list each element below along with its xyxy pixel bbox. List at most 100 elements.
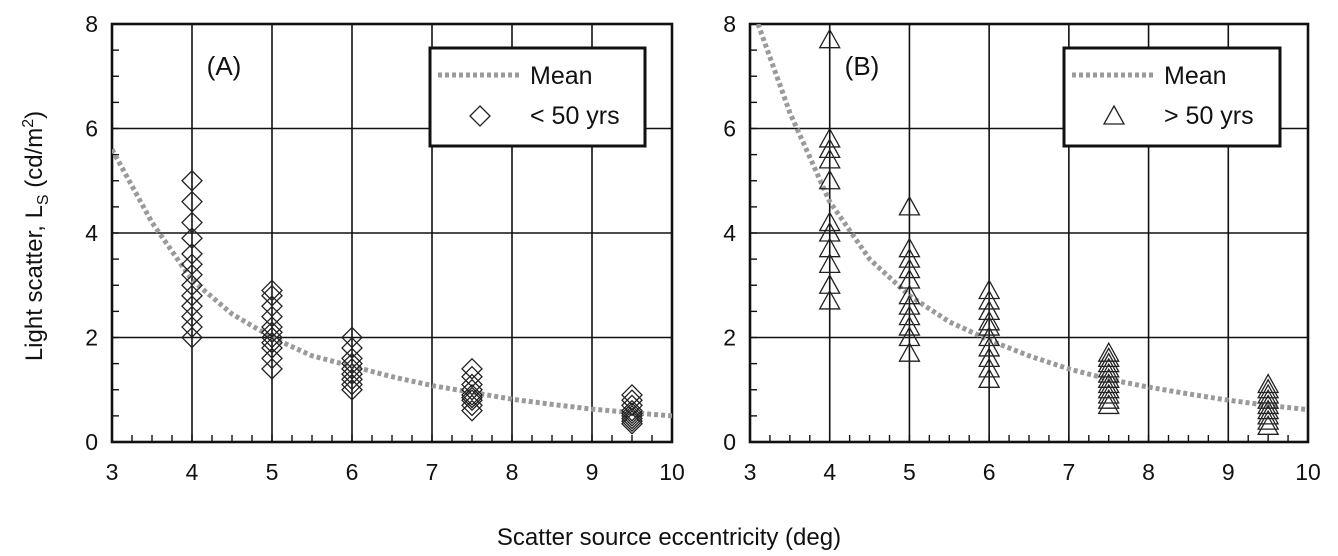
y-tick-label: 0: [723, 429, 736, 455]
x-tick-label: 5: [266, 459, 279, 485]
x-axis-title: Scatter source eccentricity (deg): [497, 524, 841, 551]
data-point-diamond: [181, 211, 203, 234]
data-point-triangle: [1097, 367, 1120, 388]
y-tick-label: 8: [85, 11, 98, 37]
data-point-triangle: [818, 289, 841, 310]
y-tick-label: 4: [85, 220, 98, 246]
data-point-triangle: [898, 305, 921, 326]
data-point-triangle: [978, 347, 1001, 368]
y-axis-title-unit: (cd/m: [21, 128, 48, 195]
legend-box: [428, 46, 647, 148]
data-point-triangle: [1257, 399, 1280, 420]
panel-label: (B): [845, 51, 880, 81]
y-tick-label: 2: [85, 325, 98, 351]
mean-curve: [755, 24, 1308, 413]
data-point-diamond: [261, 347, 283, 370]
data-point-diamond: [261, 279, 283, 302]
y-axis-title-subscript: S: [35, 194, 52, 205]
data-point-triangle: [898, 284, 921, 305]
data-point-triangle: [1097, 394, 1120, 415]
data-point-diamond: [461, 399, 483, 422]
data-point-diamond: [181, 227, 203, 250]
x-tick-label: 10: [1295, 459, 1321, 485]
x-tick-label: 9: [1222, 459, 1235, 485]
data-point-diamond: [341, 368, 363, 391]
data-point-triangle: [978, 315, 1001, 336]
data-point-triangle: [898, 237, 921, 258]
x-tick-label: 7: [1062, 459, 1075, 485]
data-point-triangle: [898, 315, 921, 336]
data-point-diamond: [261, 357, 283, 380]
x-tick-label: 10: [659, 459, 685, 485]
data-point-triangle: [1097, 383, 1120, 404]
panel-a: 3 4 5 6 7 8 9 10 0 2 4 6 8 (A) Mean < 50 yrs: [85, 11, 685, 485]
data-point-diamond: [341, 378, 363, 401]
panel-b: 3 4 5 6 7 8 9 10 0 2 4 6 8 (B) Mean > 50 yrs: [723, 11, 1321, 485]
data-point-triangle: [978, 367, 1001, 388]
y-tick-label: 0: [85, 429, 98, 455]
data-point-triangle: [818, 138, 841, 159]
legend-series-label: > 50 yrs: [1164, 102, 1254, 130]
data-point-triangle: [978, 357, 1001, 378]
data-point-diamond: [461, 386, 483, 409]
data-point-diamond: [261, 321, 283, 344]
x-tick-label: 3: [106, 459, 119, 485]
x-tick-label: 4: [186, 459, 199, 485]
data-point-diamond: [461, 384, 483, 406]
data-point-diamond: [461, 389, 483, 412]
data-point-triangle: [818, 253, 841, 273]
data-point-triangle: [1097, 362, 1120, 383]
x-tick-label: 9: [586, 459, 599, 485]
data-point-triangle: [978, 336, 1001, 357]
data-point-triangle: [818, 221, 841, 242]
data-point-triangle: [1257, 378, 1280, 399]
legend-diamond-icon: [469, 105, 491, 127]
legend-mean-label: Mean: [530, 62, 593, 90]
data-point-diamond: [621, 399, 643, 422]
data-point-triangle: [898, 268, 921, 289]
y-tick-label: 2: [723, 325, 736, 351]
data-point-triangle: [898, 294, 921, 315]
data-point-triangle: [818, 148, 841, 169]
data-point-triangle: [978, 310, 1001, 331]
legend-series-label: < 50 yrs: [530, 102, 620, 130]
legend: Mean > 50 yrs: [1062, 46, 1282, 148]
data-point-triangle: [898, 341, 921, 362]
data-point-triangle: [818, 273, 841, 294]
mean-curve: [112, 148, 672, 419]
data-point-diamond: [621, 404, 643, 427]
data-point-triangle: [818, 237, 841, 258]
data-point-triangle: [978, 326, 1001, 347]
data-point-diamond: [621, 410, 643, 433]
data-point-diamond: [261, 331, 283, 354]
data-point-triangle: [1097, 347, 1120, 368]
y-axis-title-close: ): [21, 111, 48, 119]
data-point-diamond: [341, 373, 363, 396]
x-tick-label: 8: [506, 459, 519, 485]
y-axis-title: Light scatter, LS (cd/m2): [20, 111, 52, 361]
data-point-triangle: [1257, 404, 1280, 425]
plot-frame: [110, 22, 674, 444]
x-tick-label: 3: [744, 459, 757, 485]
plot-frame: [748, 22, 1310, 444]
data-point-triangle: [1257, 373, 1280, 394]
data-point-triangle: [1257, 388, 1280, 409]
data-point-triangle: [1257, 383, 1280, 404]
data-point-triangle: [1257, 394, 1280, 415]
data-point-diamond: [621, 394, 643, 417]
data-point-triangle: [818, 211, 841, 232]
data-point-diamond: [621, 412, 643, 435]
data-point-triangle: [898, 258, 921, 279]
data-point-triangle: [1097, 378, 1120, 399]
y-axis-title-main: Light scatter, L: [21, 205, 48, 361]
data-point-triangle: [978, 289, 1001, 310]
data-point-triangle: [898, 195, 921, 216]
y-axis-title-superscript: 2: [20, 119, 37, 128]
data-point-diamond: [181, 326, 203, 349]
data-point-triangle: [1097, 388, 1120, 409]
data-point-diamond: [461, 357, 483, 380]
data-point-triangle: [818, 28, 841, 49]
data-point-triangle: [1097, 357, 1120, 378]
data-point-triangle: [978, 300, 1001, 321]
data-point-triangle: [898, 247, 921, 268]
